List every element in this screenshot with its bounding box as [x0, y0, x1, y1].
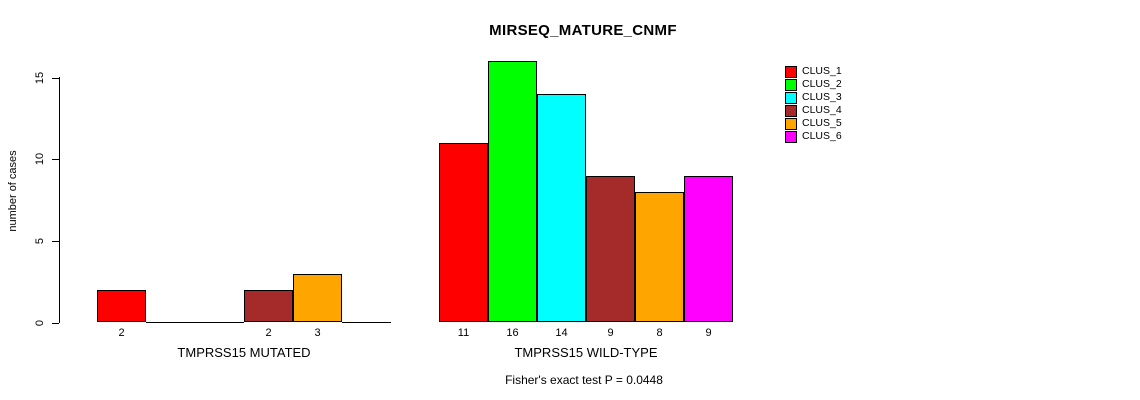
- bar-clus_2: [488, 61, 537, 323]
- y-tick-mark: [52, 159, 59, 160]
- legend-label: CLUS_4: [802, 104, 842, 116]
- bar-value-label: 9: [705, 327, 712, 339]
- legend-item: CLUS_5: [785, 117, 842, 130]
- bar-clus_1: [97, 289, 146, 323]
- bar-clus_6: [684, 175, 733, 323]
- y-tick-mark: [52, 323, 59, 324]
- bar-clus_3: [537, 93, 586, 323]
- bar-value-label: 3: [314, 327, 321, 339]
- legend: CLUS_1 CLUS_2 CLUS_3 CLUS_4 CLUS_5 CLUS_6: [785, 65, 842, 143]
- legend-color-swatch: [785, 104, 797, 117]
- y-tick-mark: [52, 78, 59, 79]
- bar-value-label: 2: [118, 327, 125, 339]
- bar-clus_1: [439, 142, 488, 323]
- legend-color-swatch: [785, 65, 797, 78]
- y-tick-label: 15: [34, 71, 46, 84]
- legend-item: CLUS_6: [785, 130, 842, 143]
- legend-item: CLUS_2: [785, 78, 842, 91]
- legend-item: CLUS_4: [785, 104, 842, 117]
- bar-value-label: 2: [265, 327, 272, 339]
- zero-height-bar: [342, 322, 391, 323]
- bar-clus_5: [293, 273, 342, 323]
- y-tick-mark: [52, 241, 59, 242]
- y-tick-label: 0: [34, 319, 46, 326]
- bar-clus_5: [635, 191, 684, 323]
- group-label: TMPRSS15 WILD-TYPE: [514, 345, 658, 360]
- legend-color-swatch: [785, 117, 797, 130]
- y-tick-label: 5: [34, 237, 46, 244]
- legend-item: CLUS_1: [785, 65, 842, 78]
- legend-label: CLUS_5: [802, 117, 842, 129]
- bar-clus_4: [586, 175, 635, 323]
- y-tick-label: 10: [34, 153, 46, 166]
- legend-label: CLUS_6: [802, 130, 842, 142]
- y-axis-line: [59, 77, 60, 323]
- bar-value-label: 14: [555, 327, 568, 339]
- bar-value-label: 8: [656, 327, 663, 339]
- zero-height-bar: [195, 322, 244, 323]
- bar-value-label: 11: [457, 327, 470, 339]
- legend-label: CLUS_1: [802, 65, 842, 77]
- bar-value-label: 16: [506, 327, 519, 339]
- legend-label: CLUS_2: [802, 78, 842, 90]
- legend-item: CLUS_3: [785, 91, 842, 104]
- legend-color-swatch: [785, 78, 797, 91]
- bar-value-label: 9: [607, 327, 614, 339]
- y-axis-label: number of cases: [7, 150, 19, 232]
- zero-height-bar: [146, 322, 195, 323]
- bar-clus_4: [244, 289, 293, 323]
- legend-label: CLUS_3: [802, 91, 842, 103]
- legend-color-swatch: [785, 130, 797, 143]
- fisher-test-annotation: Fisher's exact test P = 0.0448: [505, 373, 663, 387]
- legend-color-swatch: [785, 91, 797, 104]
- chart-title: MIRSEQ_MATURE_CNMF: [489, 22, 677, 39]
- group-label: TMPRSS15 MUTATED: [177, 345, 311, 360]
